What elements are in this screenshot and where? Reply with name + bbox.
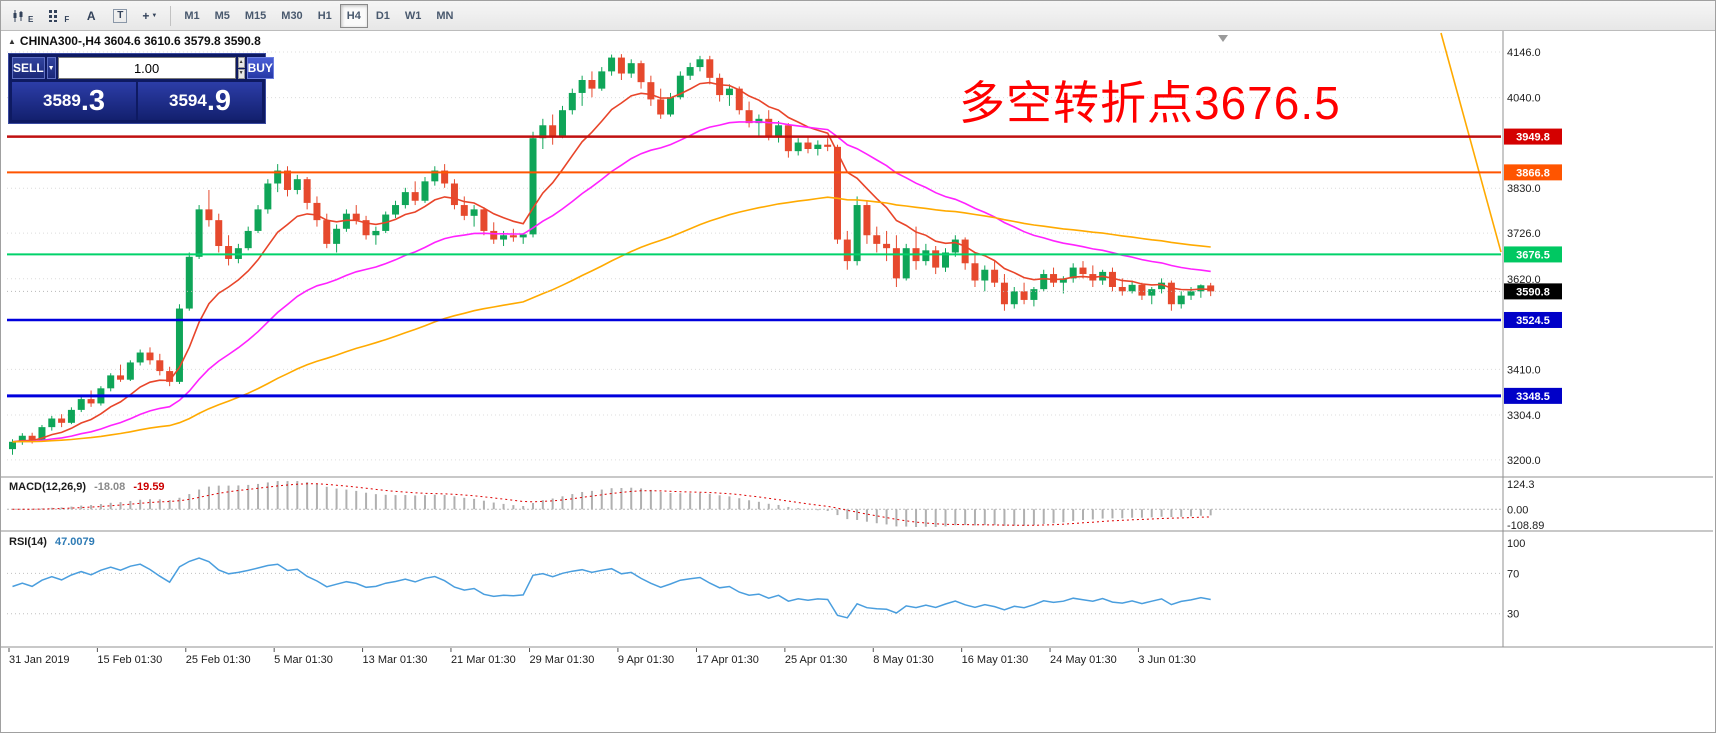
- svg-text:3866.8: 3866.8: [1516, 167, 1550, 179]
- timeframe-d1[interactable]: D1: [369, 4, 397, 28]
- time-axis-label: 25 Apr 01:30: [785, 654, 847, 666]
- time-axis-label: 31 Jan 2019: [9, 654, 70, 666]
- macd-signal-line: [12, 483, 1211, 526]
- toolbar: E F A T + ▼ M1 M5 M15 M30 H1 H4 D1 W1 MN: [1, 1, 1715, 31]
- grid-dots-icon: [49, 9, 58, 22]
- time-axis-label: 8 May 01:30: [873, 654, 934, 666]
- price-axis-label: 3830.0: [1507, 183, 1541, 195]
- rsi-axis-30: 30: [1507, 609, 1519, 621]
- chart-shift-marker[interactable]: [1218, 35, 1228, 42]
- timeframe-m1[interactable]: M1: [177, 4, 206, 28]
- price-marker-3590.8: [1504, 283, 1562, 300]
- time-axis-label: 15 Feb 01:30: [97, 654, 162, 666]
- svg-text:3590.8: 3590.8: [1516, 286, 1550, 298]
- price-marker-3949.8: [1504, 128, 1562, 145]
- letter-a-icon: A: [86, 8, 96, 23]
- sell-price-base: 3589: [42, 91, 81, 110]
- crosshair-icon: +: [142, 8, 150, 23]
- panel-collapse-icon[interactable]: ▲: [8, 36, 16, 46]
- svg-text:3524.5: 3524.5: [1516, 315, 1550, 327]
- rsi-line: [12, 557, 1211, 619]
- time-axis-label: 3 Jun 01:30: [1138, 654, 1196, 666]
- order-type-dropdown[interactable]: ▼: [46, 57, 56, 79]
- sell-button[interactable]: SELL: [12, 57, 45, 79]
- ma-10: [12, 81, 1211, 443]
- time-axis-label: 13 Mar 01:30: [363, 654, 428, 666]
- price-marker-3866.8: [1504, 164, 1562, 181]
- time-axis-label: 17 Apr 01:30: [696, 654, 758, 666]
- price-marker-3524.5: [1504, 311, 1562, 328]
- rsi-label: RSI(14) 47.0079: [9, 536, 95, 548]
- macd-axis-min: -108.89: [1507, 520, 1544, 532]
- macd-value: -18.08: [94, 481, 126, 493]
- volume-stepper: ▲ ▼: [237, 57, 245, 79]
- chart-canvas[interactable]: 4146.0 4040.0 3830.0 3726.0 3620.0 3410.0 3304…: [1, 31, 1713, 671]
- time-axis-label: 29 Mar 01:30: [530, 654, 595, 666]
- timeframe-w1[interactable]: W1: [398, 4, 429, 28]
- rsi-axis-100: 100: [1507, 538, 1525, 550]
- one-click-trading-panel: SELL ▼ ▲ ▼ BUY 3589 .3 3594 .9: [8, 53, 274, 124]
- price-axis-label: 4146.0: [1507, 47, 1541, 59]
- svg-text:3348.5: 3348.5: [1516, 391, 1550, 403]
- price-marker-3676.5: [1504, 246, 1562, 263]
- time-axis-label: 21 Mar 01:30: [451, 654, 516, 666]
- candles-icon: [13, 9, 23, 22]
- time-axis-label: 9 Apr 01:30: [618, 654, 674, 666]
- rsi-value: 47.0079: [54, 536, 95, 548]
- chart-style-icon[interactable]: E: [5, 4, 40, 28]
- timeframe-mn[interactable]: MN: [429, 4, 460, 28]
- macd-name: MACD(12,26,9): [9, 481, 87, 493]
- volume-input[interactable]: [57, 57, 236, 79]
- macd-axis-zero: 0.00: [1507, 504, 1528, 516]
- text-annotation-tool[interactable]: A: [77, 4, 105, 28]
- chart-style-label: E: [28, 14, 34, 24]
- time-axis-label: 24 May 01:30: [1050, 654, 1117, 666]
- svg-text:3676.5: 3676.5: [1516, 249, 1550, 261]
- symbol-ohlc-text: CHINA300-,H4 3604.6 3610.6 3579.8 3590.8: [19, 34, 261, 48]
- timeframe-m30[interactable]: M30: [274, 4, 309, 28]
- price-axis-label: 3726.0: [1507, 228, 1541, 240]
- trendline[interactable]: [1440, 32, 1502, 253]
- price-marker-3348.5: [1504, 387, 1562, 404]
- buy-button[interactable]: BUY: [246, 57, 274, 79]
- timeframe-m5[interactable]: M5: [208, 4, 237, 28]
- timeframe-h1[interactable]: H1: [311, 4, 339, 28]
- time-axis-label: 5 Mar 01:30: [274, 654, 333, 666]
- chart-annotation[interactable]: 多空转折点3676.5: [959, 77, 1341, 129]
- buy-price-base: 3594: [168, 91, 207, 110]
- timeframe-h4[interactable]: H4: [339, 3, 368, 28]
- macd-axis-max: 124.3: [1507, 479, 1535, 491]
- chevron-down-icon: ▼: [151, 12, 158, 19]
- toolbar-separator: [170, 5, 172, 26]
- price-axis-label: 3200.0: [1507, 455, 1541, 467]
- letter-t-icon: T: [113, 8, 128, 23]
- timeframe-m15[interactable]: M15: [238, 4, 273, 28]
- crosshair-tool[interactable]: + ▼: [135, 4, 164, 28]
- macd-label: MACD(12,26,9) -18.08 -19.59: [9, 481, 165, 493]
- symbol-ohlc-header: ▲ CHINA300-,H4 3604.6 3610.6 3579.8 3590…: [8, 34, 261, 48]
- buy-price-pips: .9: [206, 84, 231, 117]
- svg-text:3949.8: 3949.8: [1516, 132, 1550, 144]
- buy-price[interactable]: 3594 .9: [138, 82, 262, 120]
- ma-80: [12, 196, 1211, 443]
- grid-icon[interactable]: F: [41, 4, 76, 28]
- volume-down-button[interactable]: ▼: [237, 68, 245, 79]
- chart-window: 4146.0 4040.0 3830.0 3726.0 3620.0 3410.0 3304…: [1, 31, 1715, 732]
- text-tool[interactable]: T: [106, 4, 134, 28]
- sell-price[interactable]: 3589 .3: [12, 82, 136, 120]
- sell-price-pips: .3: [80, 84, 105, 117]
- price-axis-label: 3620.0: [1507, 274, 1541, 286]
- price-axis-label: 4040.0: [1507, 93, 1541, 105]
- time-axis-label: 25 Feb 01:30: [186, 654, 251, 666]
- grid-label: F: [64, 14, 70, 24]
- macd-signal-value: -19.59: [133, 481, 165, 493]
- price-axis-label: 3304.0: [1507, 410, 1541, 422]
- volume-up-button[interactable]: ▲: [237, 57, 245, 68]
- price-axis-label: 3410.0: [1507, 364, 1541, 376]
- time-axis-label: 16 May 01:30: [962, 654, 1029, 666]
- rsi-name: RSI(14): [9, 536, 47, 548]
- rsi-axis-70: 70: [1507, 568, 1519, 580]
